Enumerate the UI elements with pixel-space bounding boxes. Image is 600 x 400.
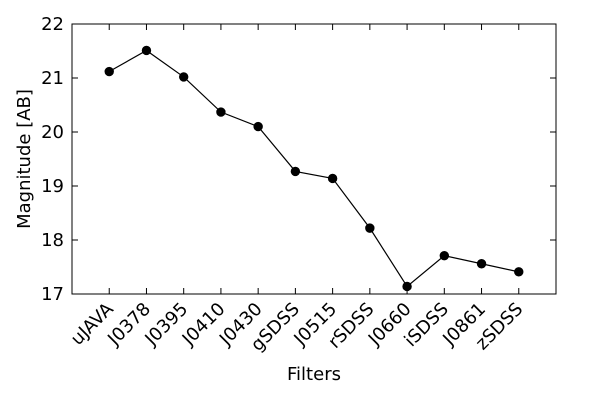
- y-axis-ticks: 17 18 19 20 21 22: [41, 14, 556, 305]
- data-point-J0430: [253, 121, 263, 132]
- data-point-J0861: [476, 259, 487, 269]
- y-tick-label: 18: [41, 230, 64, 251]
- y-tick-label: 20: [41, 122, 64, 143]
- data-point-zSDSS: [514, 267, 524, 277]
- y-tick-label: 22: [41, 14, 64, 35]
- x-axis-ticks: uJAVAJ0378J0395J0410J0430gSDSSJ0515rSDSS…: [67, 24, 527, 356]
- plot-frame: [71, 23, 557, 295]
- x-tick-label: J0395: [141, 299, 193, 351]
- data-point-J0660: [402, 281, 412, 292]
- x-axis-label: Filters: [287, 364, 341, 385]
- data-point-J0395: [178, 72, 189, 82]
- data-point-J0410: [216, 107, 226, 117]
- series-line: [108, 49, 519, 288]
- series-line-group: [104, 45, 524, 292]
- data-point-J0378: [141, 45, 152, 56]
- data-point-rSDSS: [365, 223, 375, 233]
- y-tick-label: 21: [41, 68, 64, 89]
- x-tick-label: J0410: [178, 299, 230, 351]
- data-point-uJAVA: [104, 66, 114, 77]
- y-tick-label: 17: [41, 284, 64, 305]
- x-tick-label: J0378: [103, 299, 155, 351]
- y-tick-label: 19: [41, 176, 64, 197]
- y-axis-label: Magnitude [AB]: [14, 89, 35, 229]
- data-point-iSDSS: [439, 250, 450, 261]
- data-point-J0515: [327, 173, 338, 184]
- data-point-gSDSS: [290, 166, 301, 177]
